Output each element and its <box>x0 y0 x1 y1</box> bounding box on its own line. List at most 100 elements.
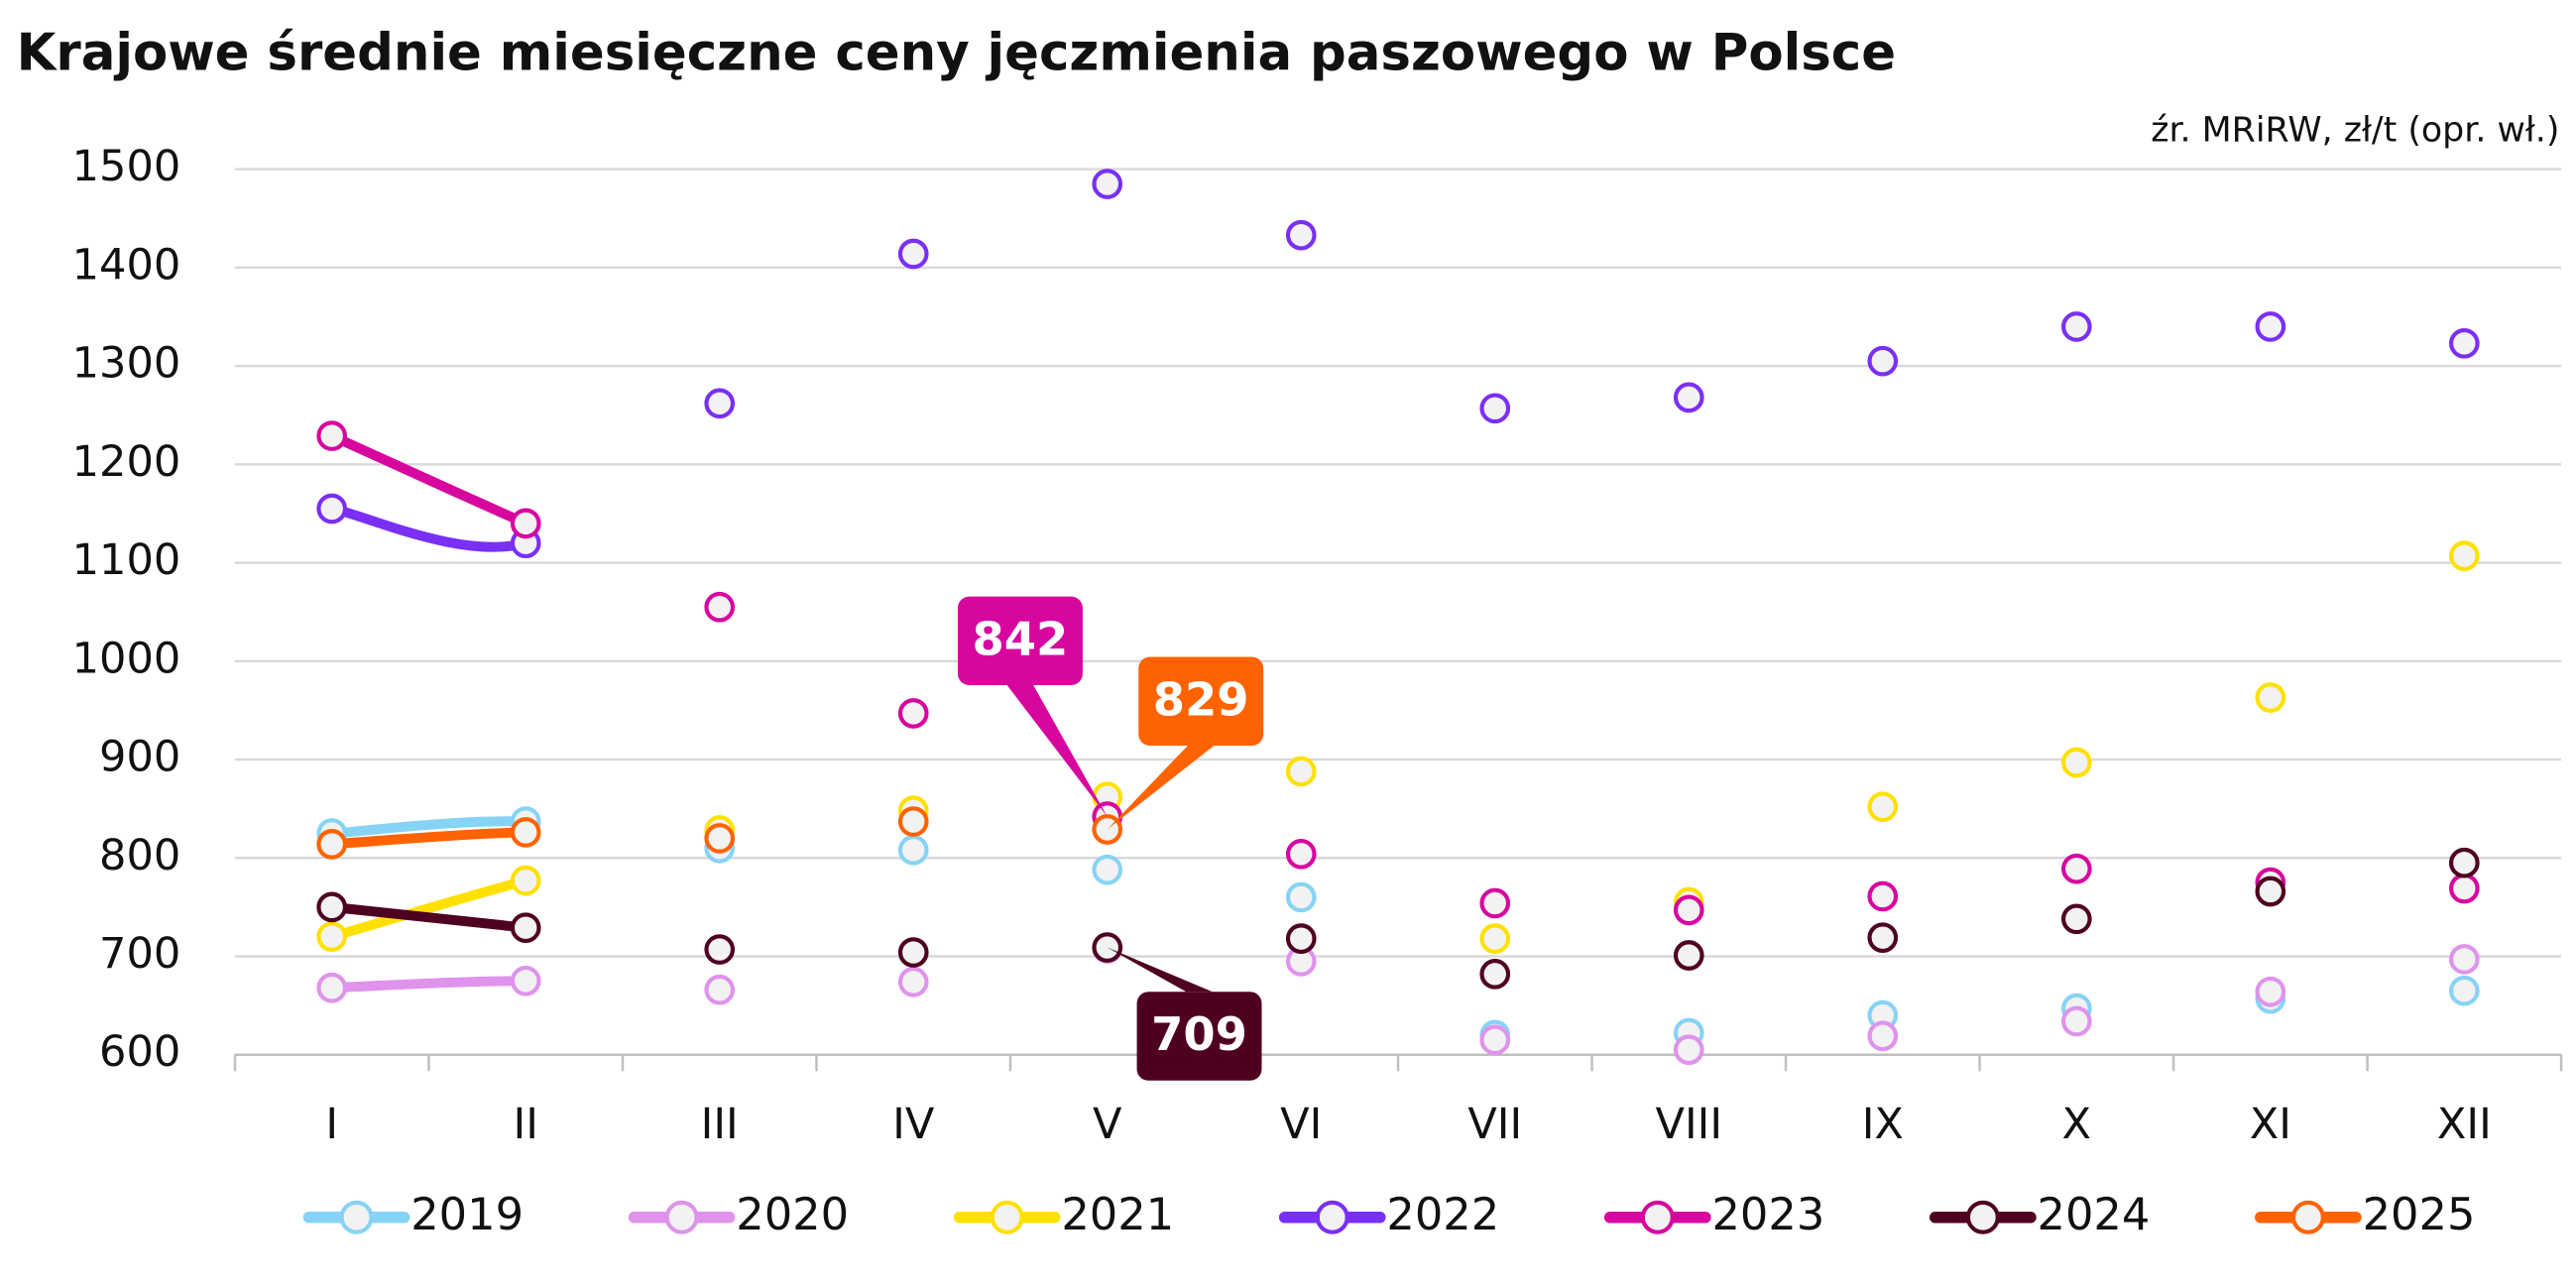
data-point <box>1867 345 1899 377</box>
data-point <box>1673 940 1704 971</box>
series-line <box>326 976 531 994</box>
data-point <box>897 806 929 837</box>
data-point <box>2449 944 2480 975</box>
data-point <box>2449 327 2480 359</box>
legend-label: 2020 <box>736 1188 849 1240</box>
data-point <box>1092 169 1123 199</box>
data-label: 709 <box>1151 1007 1247 1061</box>
y-tick-label: 600 <box>99 1027 180 1077</box>
data-point <box>316 493 348 525</box>
data-point <box>316 420 348 451</box>
x-tick-label: V <box>1093 1100 1122 1149</box>
data-point <box>2060 1005 2092 1037</box>
data-point <box>1673 382 1704 413</box>
data-point <box>1479 887 1511 919</box>
data-point <box>1285 756 1317 787</box>
x-tick-label: I <box>325 1100 338 1149</box>
data-point <box>2060 311 2092 342</box>
data-point <box>1285 219 1317 251</box>
x-tick-label: IX <box>1862 1100 1904 1149</box>
x-tick-label: VI <box>1280 1100 1322 1149</box>
data-point <box>1867 922 1899 953</box>
y-tick-label: 1400 <box>72 240 181 290</box>
data-point <box>1867 1020 1899 1052</box>
data-point <box>1479 959 1511 990</box>
data-label: 829 <box>1153 672 1249 726</box>
legend-marker <box>1315 1200 1349 1234</box>
plot-area <box>316 169 2480 1066</box>
data-point <box>1285 838 1317 870</box>
legend-marker <box>664 1200 699 1234</box>
y-tick-label: 900 <box>99 733 180 782</box>
data-point <box>2449 540 2480 571</box>
data-point <box>510 865 541 896</box>
data-point <box>2060 903 2092 935</box>
data-point <box>1092 854 1123 885</box>
data-point <box>316 921 348 952</box>
x-tick-label: XII <box>2437 1100 2492 1149</box>
y-tick-label: 1500 <box>72 142 181 191</box>
x-tick-label: VII <box>1467 1100 1522 1149</box>
legend-marker <box>339 1200 374 1234</box>
callout-box <box>957 596 1083 686</box>
data-point <box>897 966 929 997</box>
legend-marker <box>1965 1200 2000 1234</box>
data-point <box>1479 1024 1511 1056</box>
data-point <box>510 912 541 944</box>
x-tick-label: IV <box>892 1100 935 1149</box>
callout-box <box>1136 992 1262 1081</box>
x-tick-label: III <box>701 1100 739 1149</box>
legend-marker <box>1640 1200 1675 1234</box>
callout-box <box>1138 656 1264 746</box>
data-point <box>1285 923 1317 954</box>
y-tick-label: 1000 <box>72 634 181 683</box>
data-point <box>2449 975 2480 1006</box>
data-point <box>2449 847 2480 878</box>
legend-label: 2024 <box>2038 1188 2151 1240</box>
data-point <box>2255 682 2286 713</box>
data-point <box>510 965 541 996</box>
legend-label: 2025 <box>2363 1188 2476 1240</box>
data-point <box>1092 932 1123 963</box>
data-point <box>897 698 929 729</box>
data-point <box>704 934 736 965</box>
data-point <box>316 829 348 860</box>
legend-label: 2023 <box>1711 1188 1824 1240</box>
data-point <box>897 937 929 968</box>
x-tick-label: X <box>2062 1100 2092 1149</box>
data-point <box>510 817 541 848</box>
series-line <box>326 430 531 528</box>
legend-label: 2022 <box>1386 1188 1499 1240</box>
data-point <box>704 388 736 419</box>
data-point <box>1285 881 1317 913</box>
y-tick-label: 700 <box>99 929 180 979</box>
x-tick-label: XI <box>2250 1100 2291 1149</box>
data-point <box>1867 880 1899 912</box>
data-point <box>897 238 929 270</box>
y-tick-label: 1100 <box>72 535 181 585</box>
x-tick-label: VIII <box>1655 1100 1722 1149</box>
data-point <box>2060 853 2092 884</box>
data-point <box>2255 876 2286 907</box>
data-point <box>704 974 736 1005</box>
legend-marker <box>2290 1200 2325 1234</box>
data-label: 842 <box>973 612 1069 665</box>
data-point <box>2449 873 2480 904</box>
data-point <box>1479 393 1511 424</box>
legend-label: 2019 <box>410 1188 524 1240</box>
data-point <box>316 972 348 1003</box>
data-point <box>316 891 348 923</box>
y-tick-label: 1300 <box>72 339 181 389</box>
y-tick-label: 800 <box>99 831 180 880</box>
data-point <box>897 834 929 866</box>
x-tick-label: II <box>514 1100 538 1149</box>
data-point <box>2060 747 2092 778</box>
data-point <box>704 591 736 623</box>
callout-pointer <box>1107 947 1213 993</box>
data-point <box>2255 976 2286 1007</box>
y-tick-label: 1200 <box>72 437 181 487</box>
data-point <box>510 508 541 539</box>
data-point <box>1673 1034 1704 1066</box>
data-point <box>1673 894 1704 926</box>
